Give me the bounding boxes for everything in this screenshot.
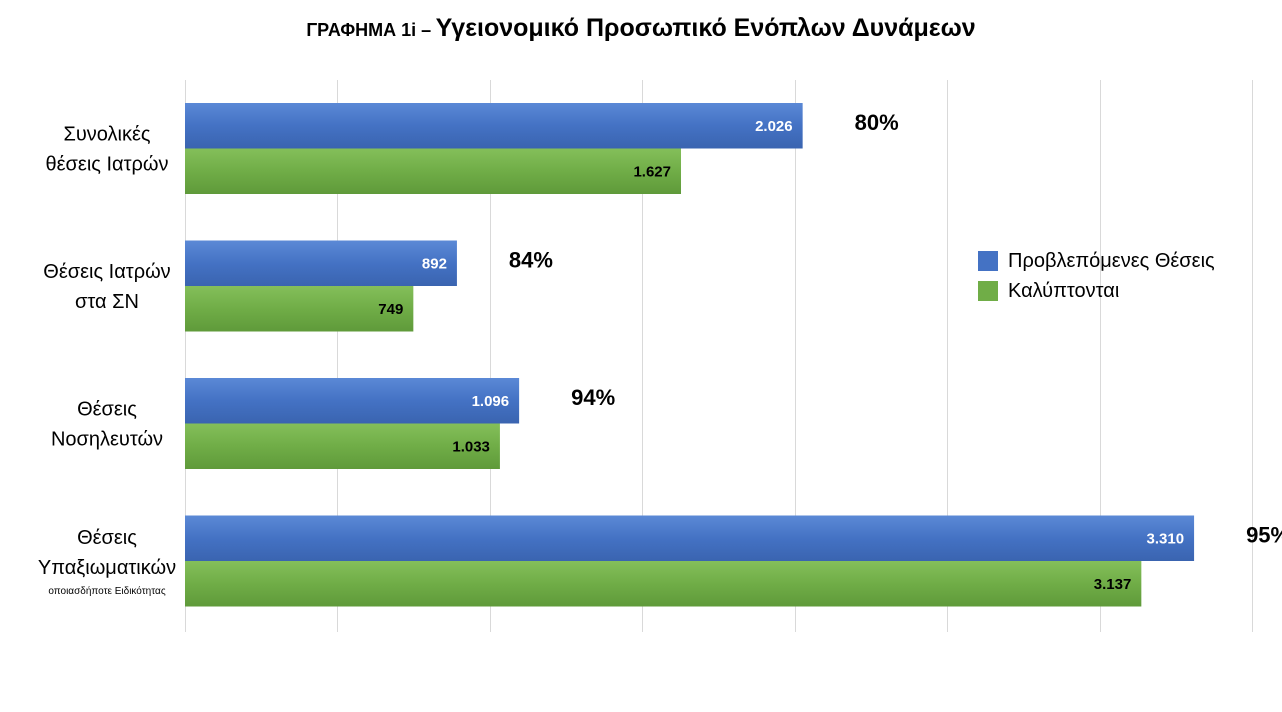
category-label-line: Θέσεις [77,527,137,549]
category-label-line: Συνολικές [63,124,150,146]
chart-title: ΓΡΑΦΗΜΑ 1i – Υγειονομικό Προσωπικό Ενόπλ… [0,14,1282,43]
data-label: 2.026 [755,118,793,135]
bar-planned [185,103,803,149]
legend: Προβλεπόμενες Θέσεις Καλύπτονται [978,246,1215,306]
category-label: Θέσεις Νοσηλευτών [51,399,163,451]
bar-planned [185,378,520,424]
legend-swatch [978,281,998,301]
data-label: 3.310 [1147,530,1185,547]
category-label-line: Θέσεις Ιατρών [43,261,170,283]
data-label: 3.137 [1094,576,1132,593]
data-label: 1.627 [633,163,671,180]
bar-planned [185,240,457,286]
category-group: 892 749 84% Θέσεις Ιατρών στα ΣΝ [43,240,553,332]
data-label: 749 [378,301,403,318]
chart-title-prefix: ΓΡΑΦΗΜΑ 1i – [306,20,432,40]
percentage-label: 84% [509,248,553,273]
percentage-label: 95% [1246,523,1282,548]
category-label: Θέσεις Υπαξιωματικών [38,527,176,579]
category-label: Συνολικές θέσεις Ιατρών [46,124,169,176]
bar-planned [185,515,1195,561]
bar-covered [185,148,682,194]
category-label: Θέσεις Ιατρών στα ΣΝ [43,261,170,313]
legend-swatch [978,251,998,271]
legend-item: Προβλεπόμενες Θέσεις [978,246,1215,276]
legend-item: Καλύπτονται [978,276,1215,306]
category-label-line: Θέσεις [77,399,137,421]
category-group: 1.096 1.033 94% Θέσεις Νοσηλευτών [51,378,615,469]
category-group: 2.026 1.627 80% Συνολικές θέσεις Ιατρών [46,103,899,194]
percentage-label: 94% [571,385,615,410]
data-label: 892 [422,255,447,272]
category-label-line: στα ΣΝ [75,291,139,313]
category-label-line: Νοσηλευτών [51,429,163,451]
category-label-line: θέσεις Ιατρών [46,154,169,176]
category-group: 3.310 3.137 95% Θέσεις Υπαξιωματικών οποιασδή… [38,515,1282,607]
data-label: 1.096 [472,393,510,410]
legend-label: Καλύπτονται [1008,279,1120,302]
category-note: οποιασδήποτε Ειδικότητας [48,585,165,597]
bar-covered [185,423,500,469]
category-label-line: Υπαξιωματικών [38,557,176,579]
chart-title-main: Υγειονομικό Προσωπικό Ενόπλων Δυνάμεων [435,14,976,42]
data-label: 1.033 [452,438,490,455]
percentage-label: 80% [855,110,899,135]
legend-label: Προβλεπόμενες Θέσεις [1008,249,1215,272]
bar-covered [185,561,1142,607]
bar-covered [185,286,414,332]
